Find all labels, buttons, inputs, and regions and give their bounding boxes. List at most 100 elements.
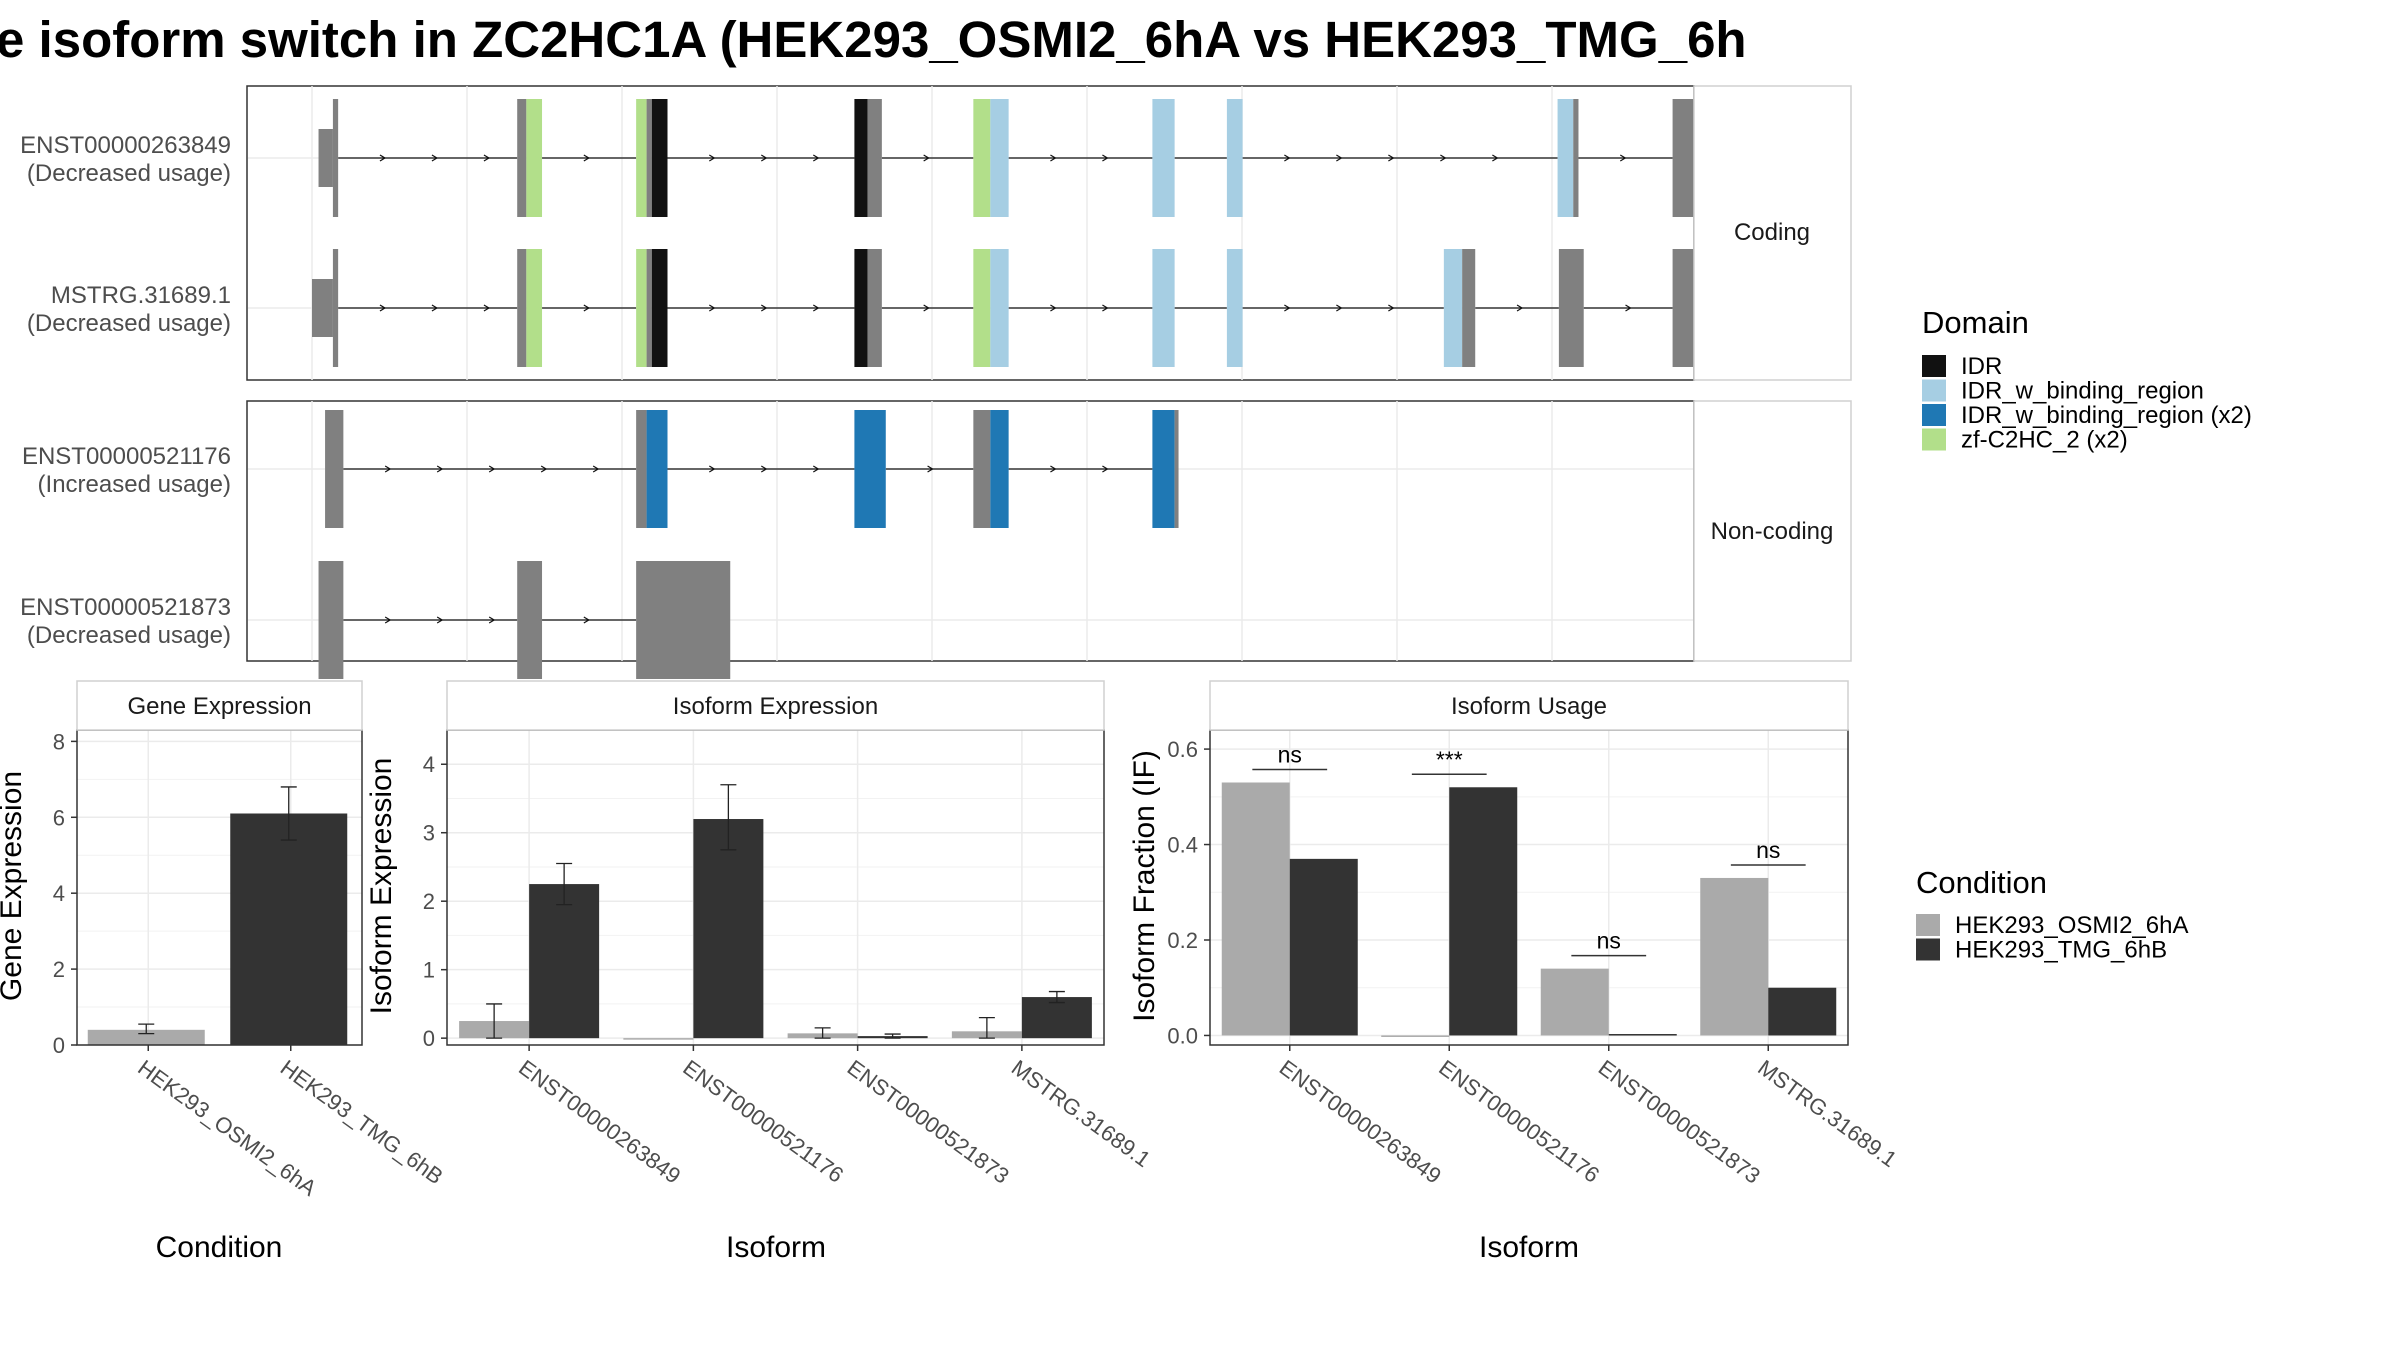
chart-title: Isoform Usage	[1451, 693, 1607, 720]
domain-segment	[973, 99, 991, 217]
intron-arrow	[436, 465, 444, 473]
x-tick-label: ENST00000521873	[843, 1055, 1014, 1189]
isoform-label: ENST00000521176	[22, 443, 231, 470]
domain-legend: Domain IDRIDR_w_binding_regionIDR_w_bind…	[1922, 305, 2252, 454]
exon-block	[517, 561, 543, 679]
exon-block	[332, 249, 339, 367]
intron-arrow	[760, 465, 768, 473]
domain-segment	[526, 99, 543, 217]
intron-arrow	[708, 465, 716, 473]
domain-legend-label: IDR	[1961, 353, 2002, 380]
bar	[1608, 1034, 1677, 1036]
strip-coding-label: Coding	[1734, 219, 1810, 246]
y-tick-label: 0.4	[1167, 833, 1198, 858]
exon-block	[517, 99, 527, 217]
chart-title: Isoform Expression	[673, 693, 878, 720]
structure-panel-noncoding-bg	[246, 400, 1695, 662]
domain-legend-label: IDR_w_binding_region (x2)	[1961, 402, 2252, 429]
intron-arrow	[812, 465, 820, 473]
bar	[693, 819, 764, 1039]
intron-arrow	[483, 304, 491, 312]
exon-block	[517, 249, 527, 367]
condition-legend-title: Condition	[1916, 865, 2047, 900]
domain-segment	[854, 249, 868, 367]
y-tick-label: 0	[423, 1026, 435, 1051]
domain-segment	[1152, 410, 1175, 528]
x-tick-label: ENST00000521176	[678, 1055, 848, 1188]
exon-block	[318, 129, 333, 187]
isoform-row	[312, 249, 1778, 367]
x-tick-label: ENST00000521873	[1594, 1055, 1765, 1189]
intron-arrow	[1619, 154, 1627, 162]
exon-block	[1462, 249, 1476, 367]
intron-arrow	[488, 616, 496, 624]
y-axis-label: Gene Expression	[0, 771, 28, 1001]
domain-segment	[1152, 249, 1175, 367]
x-axis-label: Isoform	[726, 1231, 826, 1264]
facet-strip	[446, 680, 1105, 731]
intron-arrow	[1336, 154, 1343, 162]
isoform-usage-label: (Decreased usage)	[27, 622, 231, 649]
condition-legend-label: HEK293_TMG_6hB	[1955, 937, 2167, 964]
domain-segment	[854, 99, 868, 217]
bar	[1221, 782, 1290, 1036]
domain-legend-label: zf-C2HC_2 (x2)	[1961, 427, 2128, 454]
y-tick-label: 0	[53, 1033, 65, 1058]
isoform-label: ENST00000521873	[20, 594, 231, 621]
exon-block	[332, 99, 339, 217]
chart-title: Gene Expression	[127, 693, 311, 720]
domain-segment	[646, 410, 668, 528]
domain-segment	[1226, 99, 1243, 217]
exon-block	[1558, 249, 1584, 367]
exon-block	[973, 410, 991, 528]
condition-legend-key	[1916, 914, 1940, 936]
bar	[1021, 997, 1092, 1039]
intron-arrow	[1284, 154, 1291, 162]
condition-legend-key	[1916, 938, 1940, 961]
x-tick-label: ENST00000263849	[514, 1055, 685, 1189]
y-tick-label: 4	[423, 752, 435, 777]
isoform-usage-label: (Increased usage)	[38, 471, 231, 498]
intron-arrow	[379, 304, 387, 312]
bar	[87, 1029, 205, 1045]
domain-legend-key	[1922, 428, 1946, 451]
y-tick-label: 0.6	[1167, 737, 1198, 762]
exon-block	[636, 561, 731, 679]
exon-block	[867, 249, 882, 367]
y-tick-label: 2	[423, 889, 435, 914]
intron-arrow	[379, 154, 387, 162]
intron-arrow	[708, 304, 716, 312]
isoform-label: MSTRG.31689.1	[51, 282, 231, 309]
domain-segment	[651, 99, 668, 217]
bar	[623, 1038, 694, 1040]
exon-block	[646, 249, 652, 367]
intron-arrow	[1440, 154, 1447, 162]
bar	[529, 884, 600, 1039]
significance-label: ***	[1436, 746, 1463, 772]
intron-arrow	[923, 154, 930, 162]
intron-arrow	[927, 465, 934, 473]
intron-arrow	[384, 616, 392, 624]
domain-segment	[636, 99, 647, 217]
intron-arrow	[1336, 304, 1343, 312]
domain-legend-label: IDR_w_binding_region	[1961, 378, 2204, 405]
y-tick-label: 6	[53, 805, 65, 830]
condition-legend-label: HEK293_OSMI2_6hA	[1955, 912, 2188, 939]
intron-arrow	[583, 154, 590, 162]
domain-segment	[990, 99, 1009, 217]
strip-noncoding	[1693, 400, 1852, 662]
structure-panel-noncoding: ENST00000521176(Increased usage) ENST0000…	[20, 400, 1852, 679]
domain-segment	[636, 249, 647, 367]
y-tick-label: 0.0	[1167, 1023, 1198, 1048]
intron-arrow	[708, 154, 716, 162]
intron-arrow	[431, 154, 439, 162]
y-tick-label: 1	[423, 958, 435, 983]
intron-arrow	[436, 616, 444, 624]
intron-arrow	[1102, 154, 1109, 162]
intron-arrow	[1102, 465, 1109, 473]
intron-arrow	[488, 465, 496, 473]
domain-segment	[651, 249, 668, 367]
facet-strip	[1209, 680, 1849, 731]
